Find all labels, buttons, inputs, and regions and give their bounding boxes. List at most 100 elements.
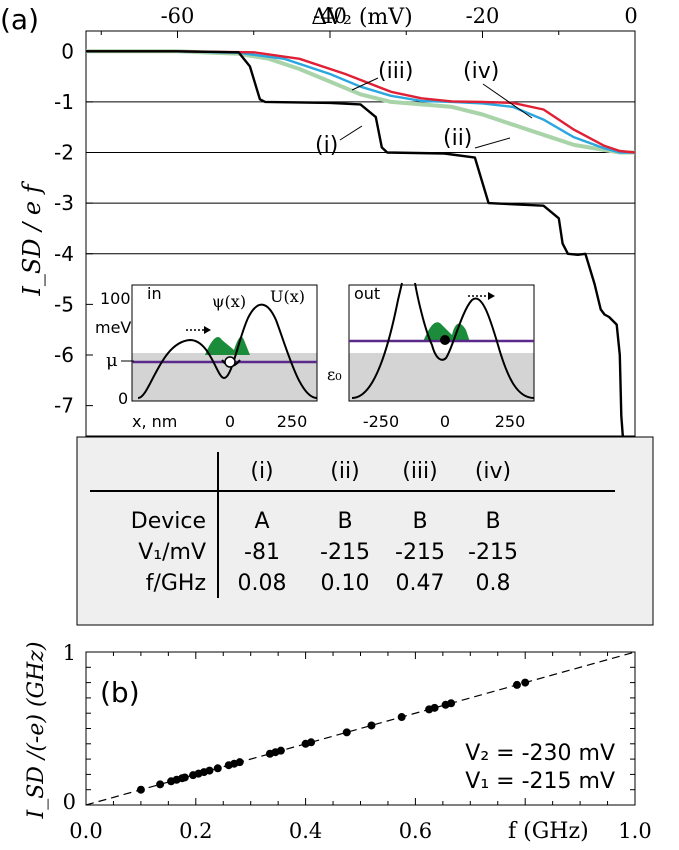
annotation-v2: V₂ = -230 mV xyxy=(465,741,615,766)
inset-right-label: out xyxy=(354,284,380,303)
panel-a-ticks: -60 -40 -20 0 0 -1 -2 -3 -4 -5 -6 -7 xyxy=(54,4,638,418)
data-point xyxy=(276,746,285,755)
parameter-table: (i) (ii) (iii) (iv) Device A B B B V₁/mV… xyxy=(76,436,654,626)
table-cell: B xyxy=(337,509,352,534)
label-ii: (ii) xyxy=(443,126,472,151)
series-line-i xyxy=(86,50,624,437)
table-cell: -81 xyxy=(244,540,280,565)
top-x-tick-label: -60 xyxy=(161,4,195,28)
y-tick-label: -1 xyxy=(54,90,74,114)
table-cell: 0.10 xyxy=(321,571,370,596)
leader-iii xyxy=(351,77,379,91)
panel-b-label: (b) xyxy=(100,676,140,709)
table-frame xyxy=(76,436,654,626)
data-point xyxy=(521,678,530,687)
data-point xyxy=(136,785,145,794)
series-line-iv xyxy=(86,50,636,154)
table-cell: 0.8 xyxy=(476,571,511,596)
y-axis-title: I_SD / e f xyxy=(18,180,46,296)
b-y-tick-label: 1 xyxy=(63,641,76,665)
inset-right-xtick: 0 xyxy=(440,412,450,431)
data-point xyxy=(430,703,439,712)
panel-b-points xyxy=(136,678,530,794)
data-point xyxy=(447,699,456,708)
inset-left-eps: ε₀ xyxy=(327,365,342,384)
table-cell: -215 xyxy=(395,540,445,565)
panel-a-reference-lines xyxy=(86,101,635,255)
inset-right-potential xyxy=(414,282,535,399)
label-iv: (iv) xyxy=(463,59,499,84)
b-x-tick-label: 0.4 xyxy=(289,819,322,843)
series-line-iii xyxy=(86,50,635,154)
panel-b: (b) 0.0 0.2 0.4 1.0 0.6 1 0 I_SD /(-e) (GHz) V… xyxy=(24,641,652,844)
y-tick-label: -6 xyxy=(54,343,74,367)
table-cell: 0.08 xyxy=(238,571,287,596)
inset-right-arrowhead xyxy=(488,292,495,300)
data-point xyxy=(180,773,189,782)
panel-a-frame xyxy=(85,30,636,437)
y-tick-label: -4 xyxy=(54,242,74,266)
panel-a-series xyxy=(86,49,636,437)
y-tick-label: -3 xyxy=(54,191,74,215)
b-x-tick-label: 0.2 xyxy=(179,819,212,843)
inset-left: in 100 meV μ ψ(x) U(x) ε₀ 0 x, nm 0 250 xyxy=(95,284,342,431)
data-point xyxy=(307,738,316,747)
inset-left-y-unit: meV xyxy=(95,318,131,337)
inset-left-label: in xyxy=(147,284,162,303)
table-cell: A xyxy=(254,509,269,534)
top-x-axis-title: ΔV₂ (mV) xyxy=(311,5,413,30)
panel-a: (a) ΔV₂ (mV) -60 -40 -20 0 0 -1 -2 -3 -4 -5 -6 -7 I… xyxy=(0,3,638,437)
top-x-tick-label: 0 xyxy=(624,4,637,28)
y-tick-label: 0 xyxy=(61,39,74,63)
leader-iv xyxy=(482,83,533,119)
data-point xyxy=(397,713,406,722)
table-cell: B xyxy=(485,509,500,534)
y-tick-label: -5 xyxy=(54,292,74,316)
label-i: (i) xyxy=(315,133,338,158)
panel-a-label: (a) xyxy=(0,3,39,36)
table-row-label: V₁/mV xyxy=(138,540,206,565)
data-point xyxy=(235,758,244,767)
table-header: (iii) xyxy=(402,459,438,484)
b-y-axis-title: I_SD /(-e) (GHz) xyxy=(24,642,49,820)
data-point xyxy=(512,680,521,689)
y-tick-label: -2 xyxy=(54,141,74,165)
inset-left-u: U(x) xyxy=(270,287,305,306)
table-cell: -215 xyxy=(468,540,518,565)
inset-right: out -250 0 250 xyxy=(348,282,535,431)
y-tick-label: -7 xyxy=(54,394,74,418)
table-header: (i) xyxy=(250,459,273,484)
top-x-tick-label: -40 xyxy=(313,4,347,28)
inset-left-psi: ψ(x) xyxy=(212,292,246,311)
table-row-label: Device xyxy=(131,509,206,534)
table-header: (iv) xyxy=(475,459,511,484)
inset-right-frame xyxy=(348,284,535,402)
table-row-label: f/GHz xyxy=(146,571,206,596)
data-point xyxy=(156,780,165,789)
inset-left-xtick: 0 xyxy=(225,412,235,431)
inset-right-filled-state xyxy=(440,335,450,345)
top-x-tick-label: -20 xyxy=(466,4,500,28)
b-y-tick-label: 0 xyxy=(63,790,76,814)
inset-left-mu: μ xyxy=(106,350,118,371)
inset-left-arrowhead xyxy=(204,326,211,334)
b-x-tick-label: 1.0 xyxy=(618,819,651,843)
inset-left-x-label: x, nm xyxy=(132,412,177,431)
table-cell: -215 xyxy=(320,540,370,565)
inset-left-xtick: 250 xyxy=(277,412,308,431)
inset-left-y-zero: 0 xyxy=(118,389,128,408)
table-cell: 0.47 xyxy=(396,571,445,596)
leader-i xyxy=(339,125,363,141)
b-x-axis-title: f (GHz) xyxy=(508,819,589,844)
inset-left-y-value: 100 xyxy=(100,289,131,308)
panel-b-ticks: 0.0 0.2 0.4 1.0 0.6 1 0 xyxy=(63,641,652,843)
inset-right-left-wall xyxy=(351,282,403,399)
label-iii: (iii) xyxy=(378,59,414,84)
data-point xyxy=(213,764,222,773)
inset-left-empty-state xyxy=(224,356,236,368)
b-x-tick-label: 0.6 xyxy=(399,819,432,843)
table-cell: B xyxy=(412,509,427,534)
data-point xyxy=(367,721,376,730)
series-line-ii xyxy=(86,49,635,155)
